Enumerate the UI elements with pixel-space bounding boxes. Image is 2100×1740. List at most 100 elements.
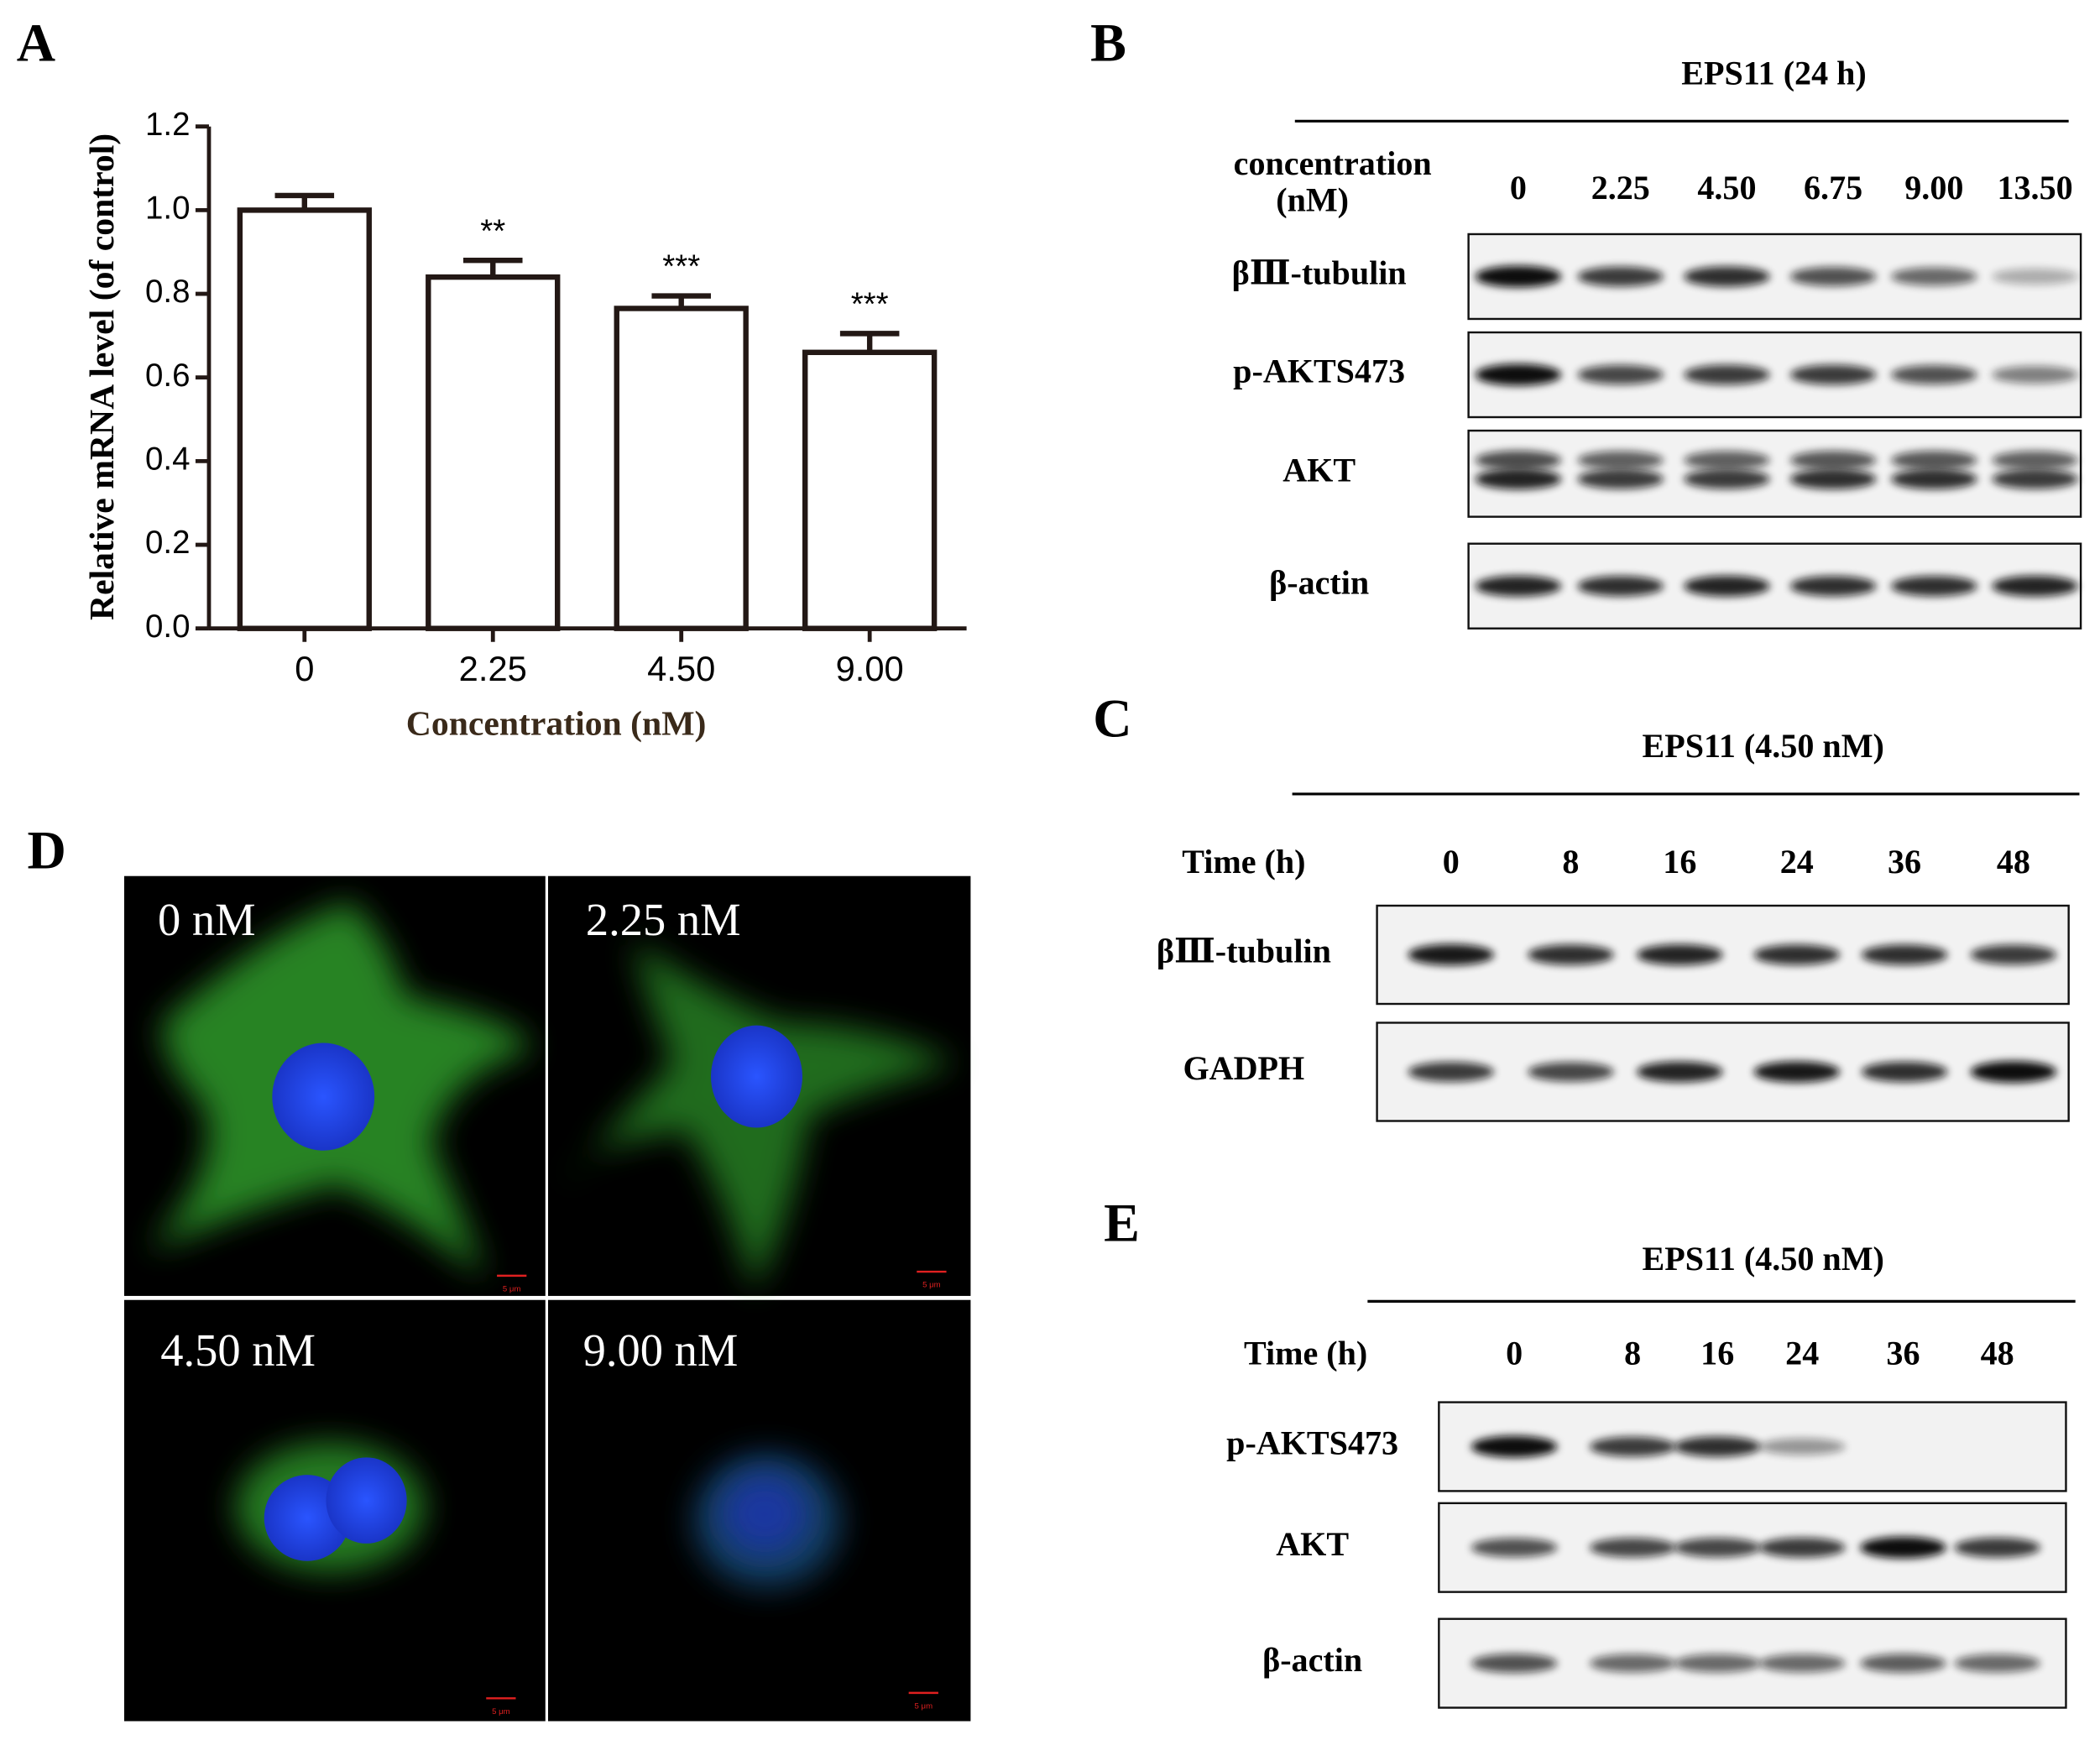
lane-label: 24 — [1780, 843, 1814, 880]
row-label: β-actin — [1269, 563, 1369, 601]
lane-label: 36 — [1886, 1334, 1920, 1372]
band — [1637, 1061, 1723, 1083]
band — [1408, 943, 1495, 966]
band — [1577, 576, 1664, 597]
bar — [426, 274, 561, 631]
row-label: p-AKTS473 — [1233, 353, 1405, 390]
lane-label: 16 — [1700, 1334, 1734, 1372]
band — [1475, 265, 1562, 288]
blot-title: EPS11 (4.50 nM) — [1643, 1240, 1884, 1278]
band — [1954, 1537, 2040, 1558]
lane-label: 48 — [1997, 843, 2030, 880]
band — [1577, 468, 1664, 489]
row-label: GADPH — [1183, 1049, 1305, 1087]
band — [1674, 1538, 1761, 1558]
blot-membrane — [1467, 233, 2082, 321]
nucleus — [710, 1025, 803, 1128]
band — [1577, 364, 1664, 385]
band — [1789, 576, 1877, 597]
band — [1954, 1654, 2040, 1673]
band — [1674, 1436, 1761, 1457]
band — [1992, 468, 2078, 489]
band — [1674, 1654, 1761, 1673]
y-tick-label: 1.2 — [145, 107, 190, 143]
band — [1577, 266, 1664, 287]
band — [1789, 267, 1877, 286]
scale-bar-label: 5 μm — [915, 1701, 933, 1711]
significance: *** — [662, 249, 700, 285]
image-label: 0 nM — [158, 894, 256, 945]
fluorescence-images: 0 nM 2.25 nM 4.50 nM 9.00 nM — [123, 875, 971, 1722]
panel-label: E — [1104, 1193, 1140, 1252]
panel-label: B — [1090, 13, 1126, 72]
band — [1891, 451, 1977, 470]
lane-label: 2.25 — [1591, 169, 1650, 206]
scale-bar-label: 5 μm — [503, 1284, 521, 1293]
row-label: p-AKTS473 — [1226, 1424, 1398, 1462]
panel-label: A — [17, 13, 55, 72]
band — [1758, 1537, 1846, 1558]
band — [1992, 451, 2078, 470]
band — [1789, 451, 1877, 470]
nucleus — [721, 1473, 808, 1555]
blot-membrane — [1467, 429, 2082, 518]
band — [1684, 451, 1770, 470]
image-label: 9.00 nM — [583, 1325, 739, 1376]
band — [1589, 1538, 1676, 1558]
lane-header: Time (h) — [1244, 1334, 1367, 1372]
band — [1860, 1536, 1946, 1559]
band — [1408, 1062, 1495, 1082]
lane-label: 48 — [1981, 1334, 2014, 1372]
band — [1861, 1061, 1948, 1083]
band — [1789, 364, 1877, 385]
nucleus — [272, 1042, 375, 1151]
y-tick-label: 1.0 — [145, 191, 190, 227]
panel-label: D — [28, 820, 66, 880]
row-label: βⅢ-tubulin — [1232, 254, 1407, 292]
scale-bar-label: 5 μm — [922, 1281, 941, 1290]
y-tick-label: 0.6 — [145, 358, 190, 394]
lane-label: 0 — [1510, 169, 1527, 206]
lane-label: 0 — [1506, 1334, 1523, 1372]
x-tick-label: 2.25 — [459, 649, 527, 688]
band — [1861, 944, 1948, 965]
bar — [614, 306, 749, 631]
band — [1528, 944, 1614, 965]
lane-label: 36 — [1888, 843, 1921, 880]
band — [1758, 1438, 1846, 1455]
y-tick-label: 0.2 — [145, 525, 190, 561]
band — [1753, 944, 1841, 965]
image-label: 4.50 nM — [160, 1325, 316, 1376]
band — [1684, 266, 1770, 287]
band — [1860, 1654, 1946, 1673]
bar — [802, 349, 938, 631]
bar — [237, 207, 372, 631]
lane-label: 8 — [1562, 843, 1579, 880]
band — [1753, 1061, 1841, 1083]
band — [1891, 468, 1977, 489]
band — [1475, 363, 1562, 386]
band — [1992, 575, 2078, 597]
image-label: 2.25 nM — [586, 894, 741, 945]
band — [1891, 576, 1977, 597]
band — [1684, 468, 1770, 489]
lane-header: Time (h) — [1182, 843, 1305, 880]
row-label: βⅢ-tubulin — [1157, 933, 1331, 970]
lane-label: 8 — [1624, 1334, 1641, 1372]
lane-label: 9.00 — [1904, 169, 1963, 206]
band — [1891, 365, 1977, 384]
y-axis-label: Relative mRNA level (of control) — [83, 133, 122, 620]
band — [1471, 1538, 1558, 1558]
significance: ** — [480, 213, 505, 249]
lane-label: 13.50 — [1997, 169, 2072, 206]
band — [1758, 1654, 1846, 1673]
band — [1475, 468, 1562, 490]
band — [1589, 1436, 1676, 1457]
blot-membrane — [1467, 542, 2082, 630]
band — [1589, 1654, 1676, 1673]
row-label: β-actin — [1262, 1641, 1362, 1679]
band — [1992, 269, 2078, 285]
band — [1528, 1062, 1614, 1082]
band — [1637, 944, 1723, 965]
